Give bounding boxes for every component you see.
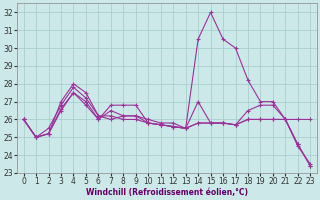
X-axis label: Windchill (Refroidissement éolien,°C): Windchill (Refroidissement éolien,°C)	[86, 188, 248, 197]
